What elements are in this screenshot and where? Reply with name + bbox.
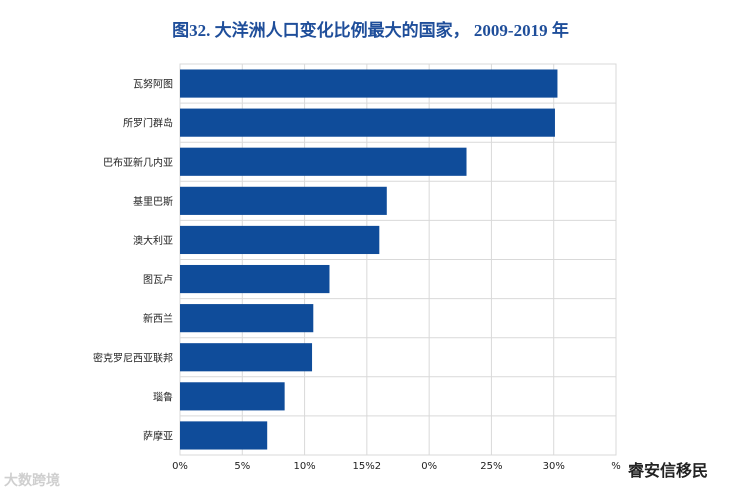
x-tick-label: 30%: [543, 461, 565, 472]
bar-5: [180, 264, 330, 294]
category-label: 密克罗尼西亚联邦: [93, 351, 173, 364]
bar-6: [180, 304, 314, 333]
x-tick-label: 15%2: [353, 461, 382, 472]
chart-title: 图32. 大洋洲人口变化比例最大的国家， 2009-2019 年: [172, 21, 569, 40]
watermark-left: 大数跨境: [4, 473, 60, 489]
bar-8: [180, 382, 285, 411]
bar-2: [180, 147, 467, 176]
category-label: 瓦努阿图: [133, 78, 173, 91]
x-tick-label: 0%: [421, 461, 437, 472]
x-tick-label: 10%: [293, 461, 315, 472]
bars: [180, 69, 558, 450]
x-tick-label: 5%: [234, 461, 250, 472]
bar-9: [180, 421, 268, 450]
category-label: 所罗门群岛: [123, 117, 173, 130]
x-tick-label: %: [611, 461, 621, 472]
bar-7: [180, 343, 313, 372]
category-label: 巴布亚新几内亚: [103, 156, 173, 169]
watermark-right: 睿安信移民: [628, 461, 709, 480]
bar-0: [180, 69, 558, 98]
category-label: 图瓦卢: [143, 273, 173, 286]
category-label: 基里巴斯: [133, 195, 173, 208]
y-axis-labels: 瓦努阿图所罗门群岛巴布亚新几内亚基里巴斯澳大利亚图瓦卢新西兰密克罗尼西亚联邦瑙鲁…: [93, 78, 173, 443]
category-label: 萨摩亚: [143, 429, 173, 442]
category-label: 澳大利亚: [133, 234, 173, 247]
category-label: 新西兰: [143, 312, 173, 325]
x-axis-labels: 0% 5% 10% 15%2 0% 25% 30%%: [172, 461, 621, 472]
bar-1: [180, 108, 555, 137]
x-tick-label: 0%: [172, 461, 188, 472]
x-tick-label: 25%: [480, 461, 502, 472]
category-label: 瑙鲁: [153, 390, 173, 403]
bar-4: [180, 225, 380, 255]
bar-3: [180, 186, 387, 215]
